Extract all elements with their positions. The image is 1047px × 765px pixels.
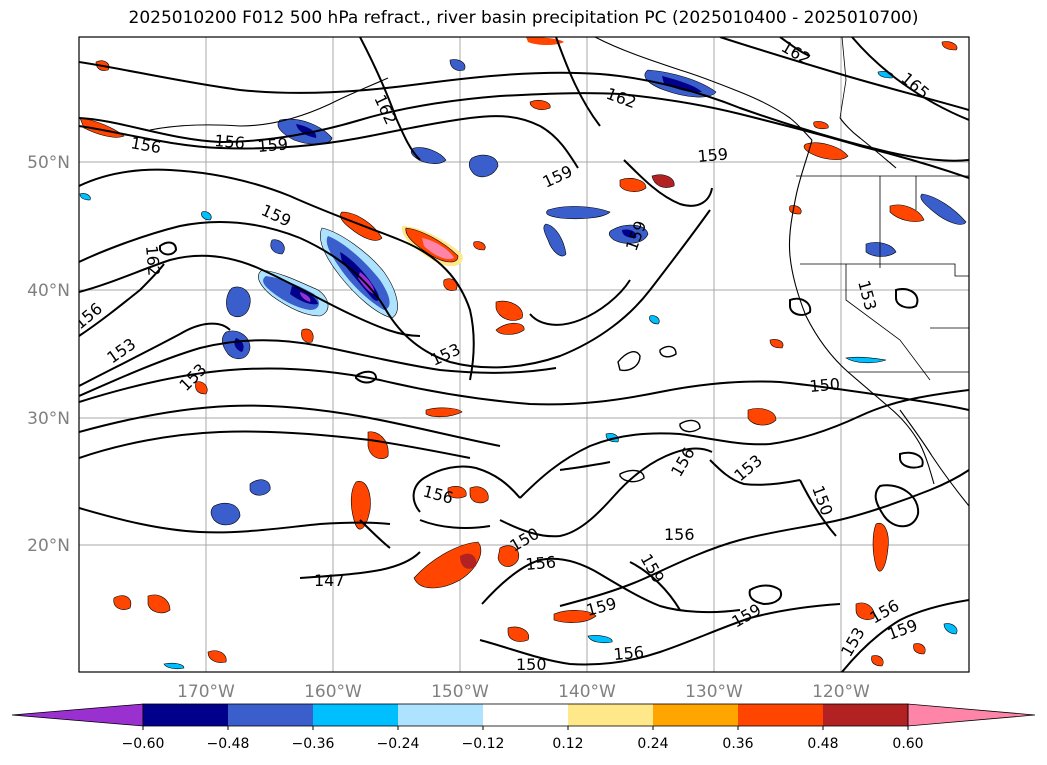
- colorbar-segment: [653, 704, 738, 726]
- lon-label: 140°W: [558, 682, 616, 702]
- lon-label: 130°W: [685, 682, 743, 702]
- map-frame: [78, 36, 970, 673]
- contour-label: 147: [314, 571, 345, 590]
- contour-label: 156: [525, 552, 557, 574]
- negative-anomaly-patches: [79, 59, 967, 670]
- colorbar-tick-label: −0.48: [207, 736, 250, 752]
- colorbar-segment: [313, 704, 398, 726]
- lon-label: 150°W: [431, 682, 489, 702]
- lat-label: 50°N: [27, 153, 70, 173]
- colorbar-tick-label: −0.24: [377, 736, 420, 752]
- colorbar-segment: [228, 704, 313, 726]
- colorbar-tick-label: 0.24: [637, 736, 668, 752]
- refractivity-contours: [79, 37, 969, 672]
- colorbar-segment: [738, 704, 823, 726]
- contour-label: 156: [664, 525, 695, 544]
- longitude-labels: 170°W 160°W 150°W 140°W 130°W 120°W: [177, 682, 870, 702]
- lon-label: 170°W: [177, 682, 235, 702]
- colorbar-tick-label: 0.48: [807, 736, 838, 752]
- contour-label: 156: [214, 131, 246, 153]
- contour-label: 150: [516, 655, 547, 674]
- contour-label: 156: [613, 642, 645, 664]
- colorbar-tick-label: 0.12: [552, 736, 583, 752]
- colorbar-segment: [568, 704, 653, 726]
- colorbar-tick-label: −0.60: [122, 736, 165, 752]
- lat-label: 30°N: [27, 409, 70, 429]
- colorbar-frame: [142, 703, 909, 727]
- contour-label: 159: [257, 134, 289, 156]
- lat-label: 40°N: [27, 281, 70, 301]
- contour-label: 150: [809, 374, 841, 396]
- latitude-labels: 50°N 40°N 30°N 20°N: [27, 153, 70, 556]
- colorbar-segment: [398, 704, 483, 726]
- lat-label: 20°N: [27, 536, 70, 556]
- colorbar-extend-high: [907, 703, 1036, 727]
- colorbar-tick-label: −0.36: [292, 736, 335, 752]
- coastlines: [149, 37, 969, 533]
- colorbar-segment: [823, 704, 908, 726]
- colorbar-tick-label: 0.60: [892, 736, 923, 752]
- map-area: 162 165 162 156 156 159 162 159 159 159 …: [79, 37, 969, 674]
- lon-label: 160°W: [304, 682, 362, 702]
- contour-label: 162: [142, 245, 164, 277]
- colorbar-segment: [483, 704, 568, 726]
- figure-title: 2025010200 F012 500 hPa refract., river …: [128, 8, 919, 28]
- political-borders: [796, 37, 969, 381]
- contour-label: 159: [697, 144, 729, 166]
- colorbar-tick-label: 0.36: [722, 736, 753, 752]
- colorbar: −0.60 −0.48 −0.36 −0.24 −0.12 0.12 0.24 0.36 0.4…: [11, 703, 1036, 752]
- colorbar-extend-low: [11, 703, 144, 727]
- colorbar-tick-label: −0.12: [462, 736, 505, 752]
- lon-label: 120°W: [812, 682, 870, 702]
- colorbar-segment: [143, 704, 228, 726]
